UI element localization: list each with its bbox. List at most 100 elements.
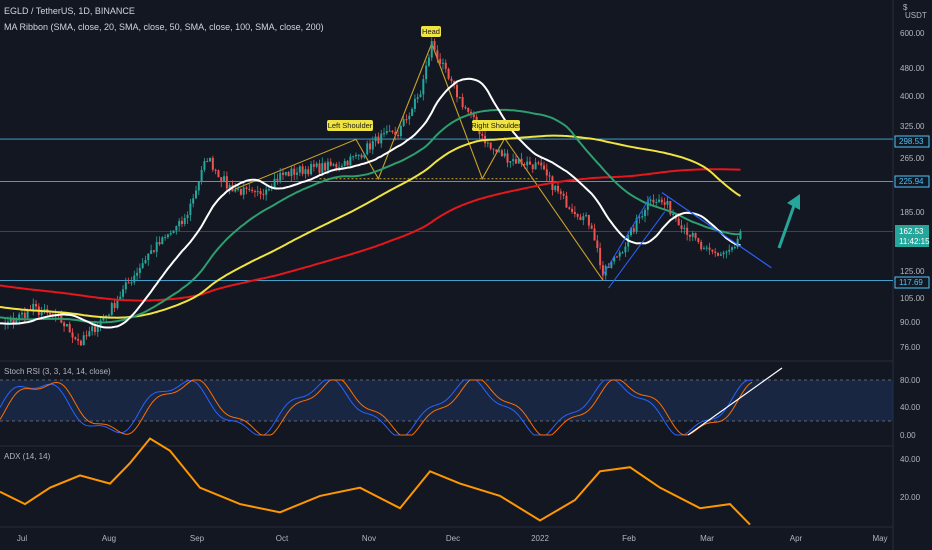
candle-body: [655, 201, 658, 203]
price-tag-298-text: 298.53: [899, 137, 924, 146]
time-tick: Apr: [790, 534, 803, 543]
candle-body: [399, 125, 402, 137]
price-tag-225: [894, 175, 930, 188]
candle-body: [214, 169, 217, 171]
candle-body: [596, 240, 599, 249]
candle-body: [164, 237, 167, 239]
price-tick: 105.00: [900, 294, 925, 303]
price-tag-225-text: 225.94: [899, 177, 924, 186]
candle-body: [439, 58, 442, 64]
candle-body: [433, 41, 436, 51]
candle-body: [450, 78, 453, 81]
candle-body: [658, 199, 661, 202]
candle-body: [155, 242, 158, 252]
candle-body: [6, 321, 9, 323]
candle-body: [543, 165, 545, 170]
candle-body: [711, 249, 714, 252]
candle-body: [562, 193, 565, 196]
stoch-k-line: [0, 379, 753, 436]
price-tag-117-text: 117.69: [899, 278, 923, 287]
candle-body: [579, 216, 582, 221]
candle-body: [481, 134, 484, 136]
candle-body: [377, 136, 380, 144]
candle-body: [169, 233, 172, 235]
candle-body: [183, 218, 186, 224]
candle-body: [223, 176, 226, 182]
time-tick: Oct: [276, 534, 289, 543]
candle-body: [310, 164, 313, 175]
candle-body: [192, 198, 195, 204]
candle-body: [324, 163, 327, 171]
candle-body: [346, 160, 349, 166]
candle-body: [225, 176, 228, 189]
candle-body: [523, 164, 526, 166]
candle-body: [360, 154, 363, 158]
candle-body: [686, 227, 689, 235]
candle-body: [180, 220, 183, 224]
time-tick: Jul: [17, 534, 27, 543]
candle-body: [340, 165, 343, 167]
candle-body: [116, 300, 119, 309]
candle-body: [352, 156, 355, 158]
candle-body: [262, 193, 265, 195]
candle-body: [739, 231, 742, 239]
price-tick: 400.00: [900, 92, 925, 101]
candle-body: [416, 97, 419, 99]
candle-body: [571, 208, 574, 212]
candle-body: [528, 161, 531, 165]
candle-body: [506, 153, 509, 163]
candle-body: [683, 227, 686, 229]
candle-body: [147, 253, 150, 261]
currency-menu-icon[interactable]: $: [903, 3, 908, 12]
candle-body: [408, 115, 411, 120]
candle-body: [391, 130, 394, 132]
candle-body: [680, 225, 683, 229]
candle-body: [405, 119, 408, 121]
adx-tick: 20.00: [900, 493, 921, 502]
candle-body: [144, 260, 147, 264]
candle-body: [635, 218, 638, 232]
candle-body: [85, 335, 88, 337]
candle-body: [413, 98, 416, 109]
candle-body: [26, 309, 29, 319]
candle-body: [307, 169, 310, 175]
price-tick: 480.00: [900, 64, 925, 73]
candle-body: [688, 234, 691, 237]
candle-body: [267, 189, 270, 191]
candle-body: [441, 62, 444, 64]
candle-body: [593, 228, 596, 241]
last-price-tag: [895, 225, 929, 247]
candle-body: [209, 157, 212, 162]
candle-body: [71, 332, 74, 338]
candle-body: [256, 191, 259, 193]
sma-100-line: [0, 134, 742, 319]
price-tick: 76.00: [900, 343, 921, 352]
candle-body: [599, 248, 602, 266]
candle-body: [290, 168, 293, 177]
candle-body: [702, 248, 705, 250]
time-tick: Nov: [362, 534, 376, 543]
price-tick: 90.00: [900, 318, 921, 327]
price-tick: 265.00: [900, 154, 925, 163]
up-arrow-shaft: [777, 199, 798, 249]
stoch-band: [0, 380, 893, 421]
candle-body: [425, 65, 428, 80]
price-tick: 185.00: [900, 208, 925, 217]
adx-line: [0, 437, 751, 526]
head-label: Head: [422, 27, 440, 36]
candle-body: [719, 254, 722, 256]
candle-body: [402, 119, 405, 126]
candle-body: [369, 143, 371, 150]
time-tick: Dec: [446, 534, 460, 543]
candle-body: [672, 214, 675, 216]
left-shoulder-label-box: [327, 120, 373, 131]
sma-200-line: [0, 168, 741, 302]
price-tick: 600.00: [900, 29, 925, 38]
candle-body: [141, 263, 144, 268]
candle-body: [663, 202, 666, 205]
candle-body: [349, 156, 352, 166]
candle-body: [736, 238, 739, 248]
candle-body: [124, 282, 127, 290]
candle-body: [74, 337, 77, 340]
